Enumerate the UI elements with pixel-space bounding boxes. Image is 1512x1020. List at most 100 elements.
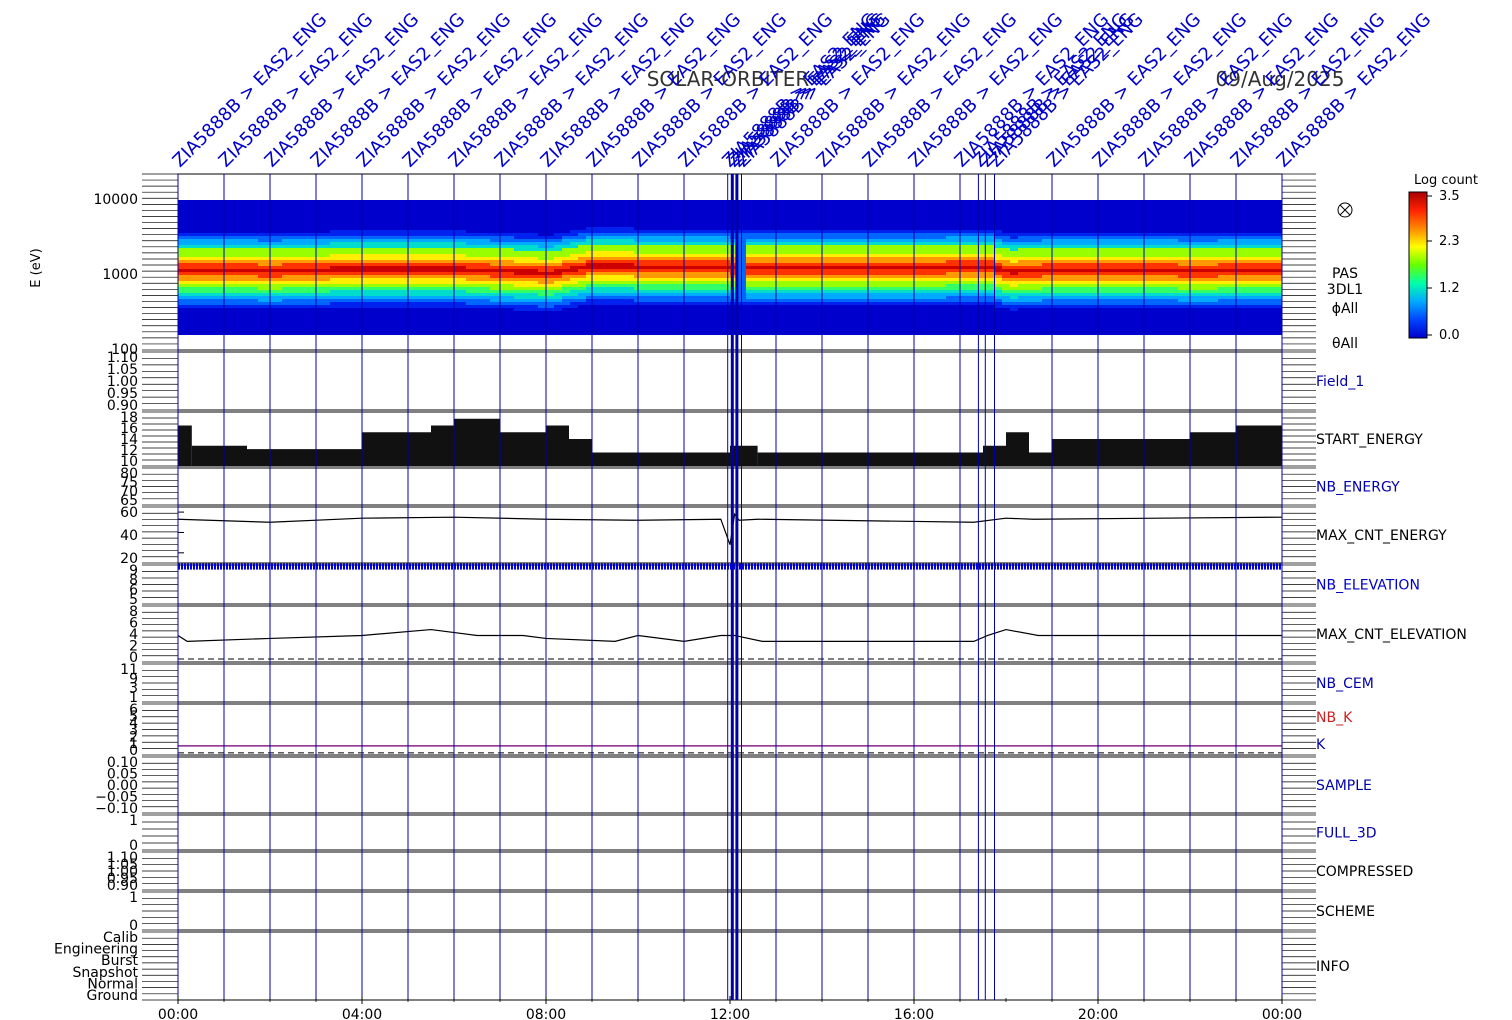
spectrogram-cell — [474, 242, 482, 245]
spectrogram-cell — [698, 230, 706, 233]
spectrogram-cell — [954, 329, 962, 332]
spectrogram-cell — [914, 254, 922, 257]
spectrogram-cell — [418, 326, 426, 329]
spectrogram-cell — [754, 239, 762, 242]
spectrogram-cell — [506, 263, 514, 266]
spectrogram-cell — [522, 230, 530, 233]
spectrogram-cell — [714, 332, 722, 335]
spectrogram-cell — [386, 230, 394, 233]
spectrogram-cell — [786, 332, 794, 335]
spectrogram-cell — [586, 299, 594, 302]
spectrogram-cell — [930, 245, 938, 248]
spectrogram-cell — [418, 233, 426, 236]
spectrogram-cell — [714, 278, 722, 281]
spectrogram-cell — [618, 326, 626, 329]
spectrogram-cell — [346, 209, 354, 212]
spectrogram-cell — [762, 215, 770, 218]
spectrogram-cell — [338, 314, 346, 317]
spectrogram-cell — [570, 260, 578, 263]
spectrogram-cell — [1034, 278, 1042, 281]
spectrogram-cell — [626, 290, 634, 293]
spectrogram-cell — [570, 206, 578, 209]
spectrogram-cell — [1034, 245, 1042, 248]
spectrogram-cell — [594, 254, 602, 257]
spectrogram-cell — [386, 257, 394, 260]
spectrogram-cell — [530, 230, 538, 233]
spectrogram-cell — [522, 251, 530, 254]
spectrogram-cell — [754, 326, 762, 329]
spectrogram-cell — [626, 239, 634, 242]
spectrogram-cell — [362, 302, 370, 305]
spectrogram-cell — [858, 206, 866, 209]
spectrogram-cell — [242, 308, 250, 311]
spectrogram-cell — [226, 230, 234, 233]
spectrogram-cell — [586, 257, 594, 260]
spectrogram-cell — [370, 206, 378, 209]
spectrogram-cell — [482, 260, 490, 263]
spectrogram-cell — [690, 287, 698, 290]
spectrogram-cell — [994, 239, 1002, 242]
spectrogram-cell — [682, 266, 690, 269]
spectrogram-cell — [306, 308, 314, 311]
spectrogram-cell — [946, 218, 954, 221]
spectrogram-cell — [178, 245, 186, 248]
spectrogram-cell — [802, 287, 810, 290]
spectrogram-cell — [922, 200, 930, 203]
spectrogram-cell — [426, 320, 434, 323]
spectrogram-cell — [186, 224, 194, 227]
spectrogram-cell — [1034, 323, 1042, 326]
spectrogram-cell — [874, 326, 882, 329]
spectrogram-cell — [530, 203, 538, 206]
spectrogram-cell — [482, 317, 490, 320]
spectrogram-cell — [466, 221, 474, 224]
spectrogram-cell — [842, 302, 850, 305]
spectrogram-cell — [882, 323, 890, 326]
spectrogram-cell — [1042, 287, 1050, 290]
spectrogram-cell — [690, 233, 698, 236]
spectrogram-cell — [466, 269, 474, 272]
spectrogram-cell — [778, 245, 786, 248]
spectrogram-cell — [746, 230, 754, 233]
spectrogram-cell — [498, 266, 506, 269]
spectrogram-cell — [370, 215, 378, 218]
spectrogram-cell — [970, 236, 978, 239]
spectrogram-cell — [810, 215, 818, 218]
spectrogram-cell — [746, 200, 754, 203]
spectrogram-cell — [842, 278, 850, 281]
spectrogram-cell — [698, 260, 706, 263]
spectrogram-cell — [1010, 278, 1018, 281]
spectrogram-cell — [642, 203, 650, 206]
spectrogram-cell — [218, 272, 226, 275]
spectrogram-cell — [762, 221, 770, 224]
spectrogram-cell — [626, 332, 634, 335]
spectrogram-cell — [386, 275, 394, 278]
spectrogram-cell — [610, 278, 618, 281]
spectrogram-cell — [786, 206, 794, 209]
spectrogram-cell — [898, 206, 906, 209]
spectrogram-cell — [498, 278, 506, 281]
spectrogram-cell — [290, 332, 298, 335]
spectrogram-cell — [1002, 209, 1010, 212]
spectrogram-cell — [482, 332, 490, 335]
spectrogram-cell — [442, 266, 450, 269]
spectrogram-cell — [786, 212, 794, 215]
spectrogram-cell — [418, 230, 426, 233]
spectrogram-cell — [538, 329, 546, 332]
spectrogram-cell — [362, 269, 370, 272]
spectrogram-cell — [482, 254, 490, 257]
spectrogram-cell — [458, 206, 466, 209]
spectrogram-cell — [610, 263, 618, 266]
spectrogram-cell — [362, 209, 370, 212]
spectrogram-cell — [770, 215, 778, 218]
spectrogram-cell — [274, 230, 282, 233]
spectrogram-cell — [882, 329, 890, 332]
spectrogram-cell — [338, 248, 346, 251]
spectrogram-cell — [538, 257, 546, 260]
spectrogram-cell — [562, 269, 570, 272]
spectrogram-cell — [322, 281, 330, 284]
spectrogram-cell — [898, 215, 906, 218]
spectrogram-cell — [610, 299, 618, 302]
spectrogram-cell — [226, 326, 234, 329]
spectrogram-cell — [874, 239, 882, 242]
spectrogram-cell — [914, 200, 922, 203]
